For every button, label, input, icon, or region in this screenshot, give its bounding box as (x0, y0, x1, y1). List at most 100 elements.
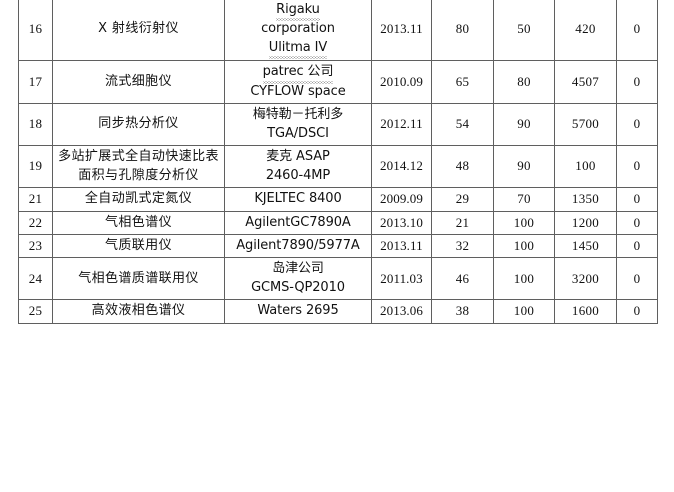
model-line: TGA/DSCI (267, 125, 329, 141)
model-line: Agilent7890/5977A (236, 237, 360, 253)
cell-model: Waters 2695 (224, 299, 372, 324)
table-row: 22 气相色谱仪 AgilentGC7890A 2013.10 21 100 1200 0 (18, 210, 658, 235)
cell-row-number: 19 (18, 145, 53, 189)
table-row: 23 气质联用仪 Agilent7890/5977A 2013.11 32 100 1450… (18, 233, 658, 259)
cell-model: Agilent7890/5977A (224, 233, 372, 259)
cell-value-a: 54 (431, 103, 494, 147)
cell-purchase-date: 2013.10 (371, 210, 432, 235)
cell-value-d: 0 (616, 233, 658, 259)
cell-purchase-date: 2009.09 (371, 187, 432, 212)
cell-value-c: 1350 (554, 187, 617, 212)
cell-value-c: 4507 (554, 60, 617, 105)
cell-value-a: 32 (431, 233, 494, 259)
cell-value-a: 21 (431, 210, 494, 235)
cell-value-c: 5700 (554, 103, 617, 147)
cell-value-c: 420 (554, 0, 617, 62)
spellcheck-underline: patrec 公司 (262, 63, 333, 85)
table-row: 16 X 射线衍射仪 Rigaku corporation Ulitma IV 2013.… (18, 0, 658, 62)
cell-value-c: 1450 (554, 233, 617, 259)
cell-row-number: 23 (18, 233, 53, 259)
cell-value-d: 0 (616, 145, 658, 189)
cell-value-b: 100 (493, 233, 555, 259)
cell-instrument-name: 气相色谱质谱联用仪 (52, 257, 225, 301)
cell-value-a: 48 (431, 145, 494, 189)
model-line: 2460-4MP (265, 167, 331, 183)
cell-value-c: 100 (554, 145, 617, 189)
cell-value-b: 100 (493, 210, 555, 235)
table-body: 16 X 射线衍射仪 Rigaku corporation Ulitma IV 2013.… (18, 0, 658, 324)
cell-instrument-name: X 射线衍射仪 (52, 0, 225, 62)
cell-value-d: 0 (616, 299, 658, 324)
cell-row-number: 18 (18, 103, 53, 147)
model-line: 麦克 ASAP (266, 149, 330, 165)
cell-value-b: 100 (493, 299, 555, 324)
cell-value-b: 100 (493, 257, 555, 301)
model-line: patrec 公司 (226, 63, 370, 85)
cell-value-b: 90 (493, 103, 555, 147)
table-row: 24 气相色谱质谱联用仪 岛津公司 GCMS-QP2010 2011.03 46 100 32… (18, 257, 658, 301)
cell-instrument-name: 气相色谱仪 (52, 210, 225, 235)
cell-value-a: 80 (431, 0, 494, 62)
cell-value-a: 46 (431, 257, 494, 301)
cell-value-c: 1200 (554, 210, 617, 235)
cell-value-b: 90 (493, 145, 555, 189)
cell-value-a: 38 (431, 299, 494, 324)
cell-model: 梅特勒－托利多 TGA/DSCI (224, 103, 372, 147)
cell-row-number: 17 (18, 60, 53, 105)
cell-row-number: 22 (18, 210, 53, 235)
cell-value-c: 3200 (554, 257, 617, 301)
cell-model: KJELTEC 8400 (224, 187, 372, 212)
cell-value-c: 1600 (554, 299, 617, 324)
cell-purchase-date: 2013.11 (371, 233, 432, 259)
model-line: Waters 2695 (257, 303, 339, 319)
spellcheck-underline: Rigaku (276, 1, 320, 22)
cell-value-b: 80 (493, 60, 555, 105)
table-row: 17 流式细胞仪 patrec 公司 CYFLOW space 2010.09 65 80 4… (18, 60, 658, 105)
cell-value-d: 0 (616, 60, 658, 105)
cell-instrument-name: 同步热分析仪 (52, 103, 225, 147)
spellcheck-underline: Ulitma IV (268, 39, 328, 60)
cell-row-number: 25 (18, 299, 53, 324)
cell-model: 岛津公司 GCMS-QP2010 (224, 257, 372, 301)
table-row: 25 高效液相色谱仪 Waters 2695 2013.06 38 100 1600 0 (18, 299, 658, 324)
cell-value-a: 65 (431, 60, 494, 105)
cell-row-number: 24 (18, 257, 53, 301)
cell-value-d: 0 (616, 210, 658, 235)
model-line: CYFLOW space (250, 83, 346, 99)
equipment-table: 16 X 射线衍射仪 Rigaku corporation Ulitma IV 2013.… (18, 0, 658, 324)
cell-instrument-name: 全自动凯式定氮仪 (52, 187, 225, 212)
model-line: 岛津公司 (272, 261, 324, 277)
cell-model: 麦克 ASAP 2460-4MP (224, 145, 372, 189)
table-row: 19 多站扩展式全自动快速比表面积与孔隙度分析仪 麦克 ASAP 2460-4MP 20… (18, 145, 658, 189)
table-row: 18 同步热分析仪 梅特勒－托利多 TGA/DSCI 2012.11 54 90 5700 0 (18, 103, 658, 147)
cell-model: Rigaku corporation Ulitma IV (224, 0, 372, 62)
cell-row-number: 21 (18, 187, 53, 212)
model-line: AgilentGC7890A (245, 214, 351, 230)
cell-purchase-date: 2013.06 (371, 299, 432, 324)
cell-value-b: 70 (493, 187, 555, 212)
cell-model: patrec 公司 CYFLOW space (224, 60, 372, 105)
cell-value-a: 29 (431, 187, 494, 212)
model-line: GCMS-QP2010 (251, 279, 345, 295)
cell-purchase-date: 2010.09 (371, 60, 432, 105)
cell-model: AgilentGC7890A (224, 210, 372, 235)
cell-purchase-date: 2012.11 (371, 103, 432, 147)
model-line: corporation (261, 21, 335, 37)
model-line: Ulitma IV (226, 39, 370, 60)
cell-value-d: 0 (616, 187, 658, 212)
model-line: 梅特勒－托利多 (252, 107, 344, 123)
table-row: 21 全自动凯式定氮仪 KJELTEC 8400 2009.09 29 70 1350 0 (18, 187, 658, 212)
cell-instrument-name: 气质联用仪 (52, 233, 225, 259)
cell-value-d: 0 (616, 257, 658, 301)
cell-instrument-name: 多站扩展式全自动快速比表面积与孔隙度分析仪 (52, 145, 225, 189)
cell-value-d: 0 (616, 0, 658, 62)
cell-instrument-name: 流式细胞仪 (52, 60, 225, 105)
model-line: KJELTEC 8400 (254, 191, 342, 207)
cell-purchase-date: 2011.03 (371, 257, 432, 301)
cell-purchase-date: 2014.12 (371, 145, 432, 189)
model-line: Rigaku (226, 1, 370, 22)
cell-row-number: 16 (18, 0, 53, 62)
cell-value-b: 50 (493, 0, 555, 62)
cell-purchase-date: 2013.11 (371, 0, 432, 62)
